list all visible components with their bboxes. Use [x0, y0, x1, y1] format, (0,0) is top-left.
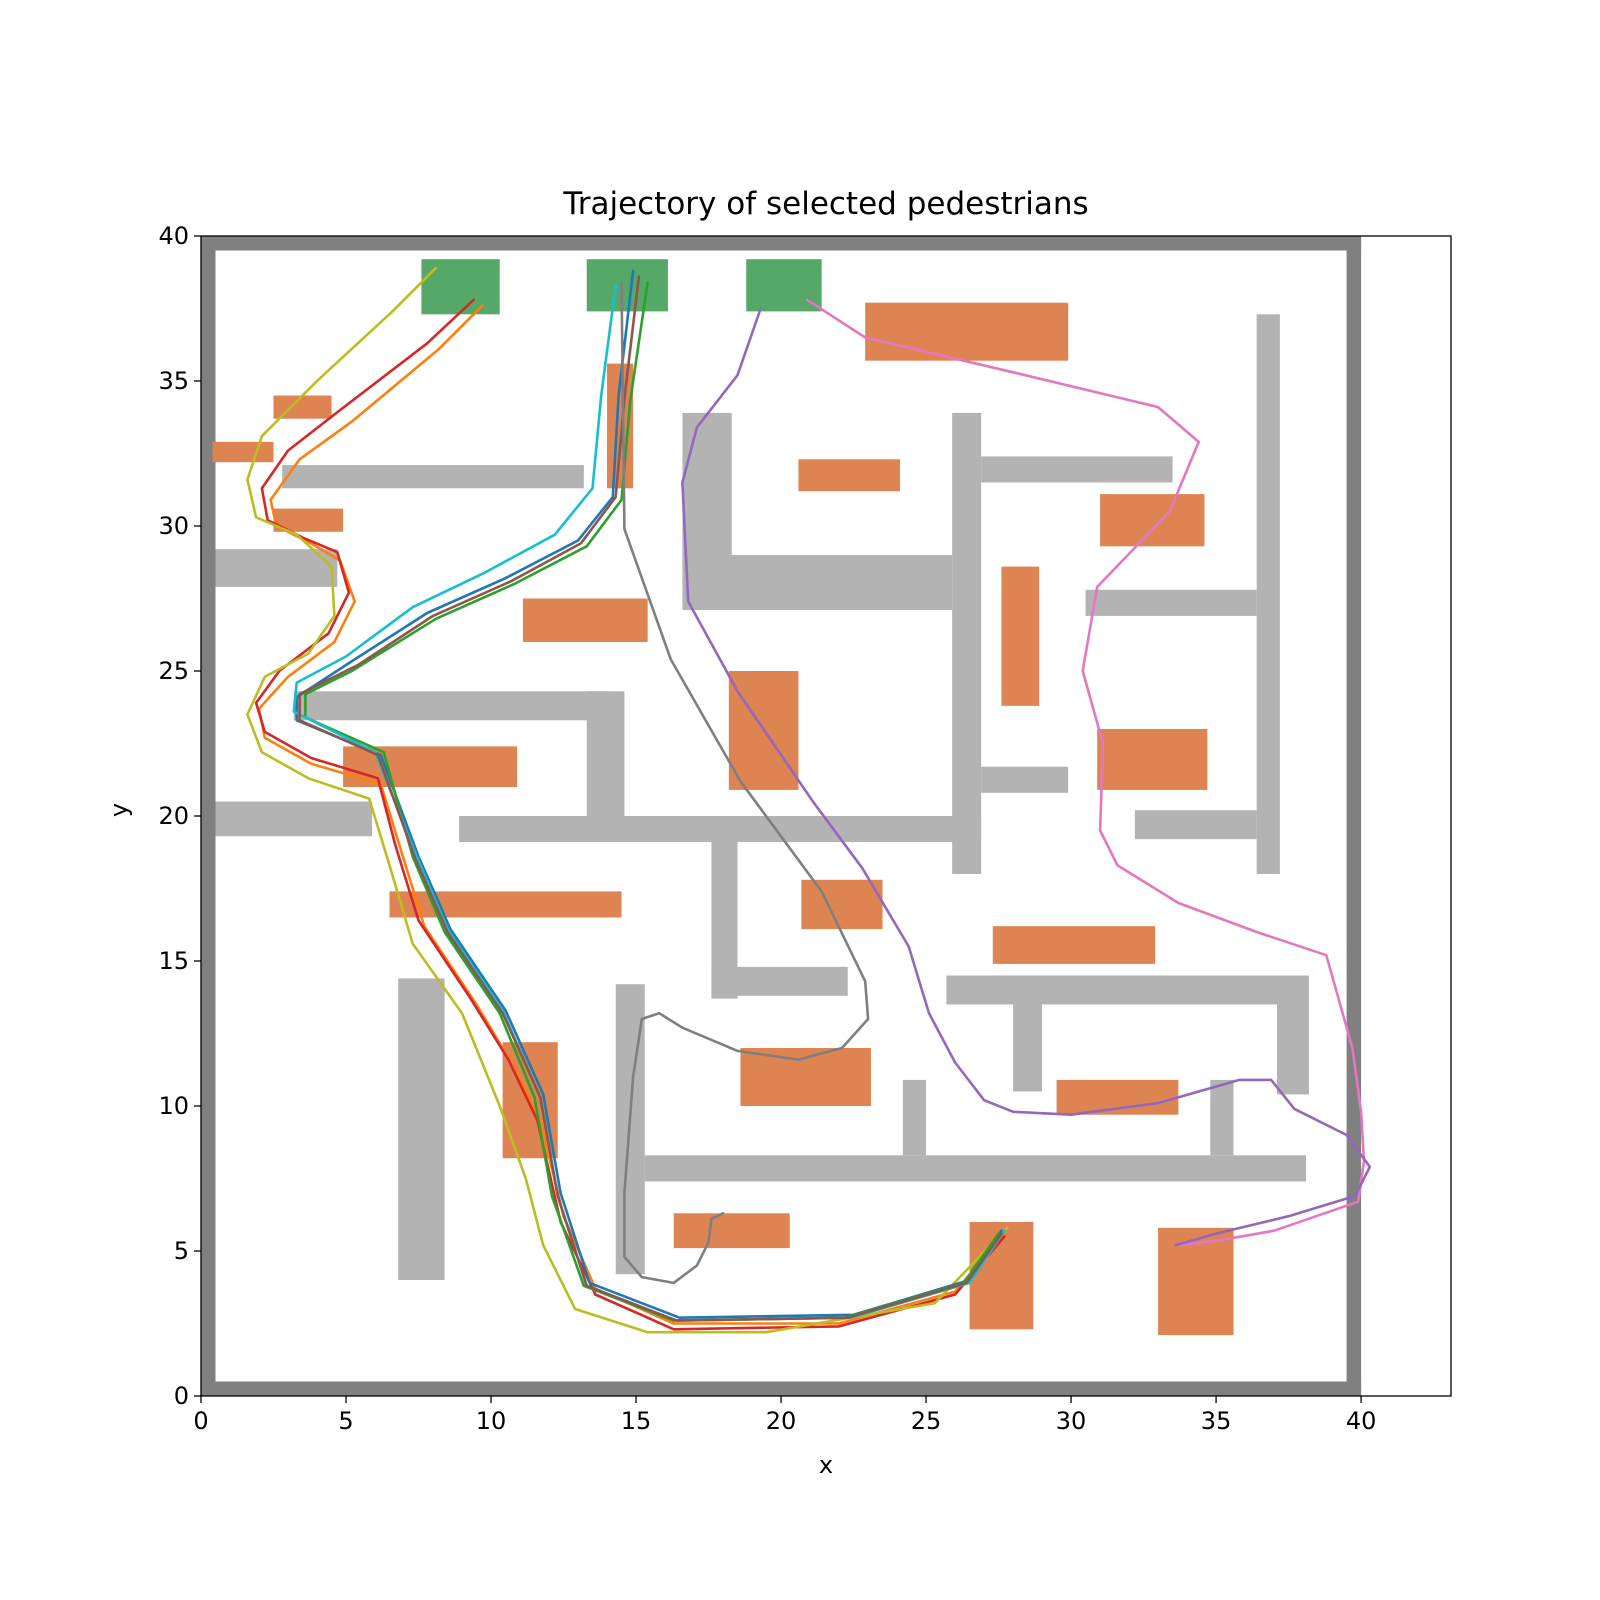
y-axis-label: y	[105, 803, 133, 817]
chart-title: Trajectory of selected pedestrians	[562, 186, 1088, 222]
wall	[586, 691, 625, 816]
obstacle	[1097, 729, 1208, 790]
outer-wall	[201, 236, 216, 1396]
obstacle	[992, 926, 1156, 964]
x-tick-label: 40	[1346, 1407, 1377, 1435]
trajectory-line	[298, 275, 1003, 1322]
obstacle	[273, 395, 332, 419]
wall	[215, 801, 373, 837]
obstacle	[212, 441, 274, 463]
obstacle	[389, 891, 622, 918]
x-tick-label: 10	[476, 1407, 507, 1435]
outer-wall	[201, 236, 1362, 251]
trajectory-line	[620, 281, 870, 1285]
y-tick-label: 10	[158, 1092, 189, 1120]
wall	[1013, 1004, 1043, 1092]
wall	[1210, 1079, 1234, 1156]
wall	[1276, 1004, 1309, 1095]
obstacle	[522, 598, 648, 642]
wall	[293, 691, 610, 721]
trajectory-line	[246, 266, 1009, 1334]
wall	[1085, 589, 1257, 616]
wall	[682, 555, 953, 611]
y-tick-label: 0	[174, 1382, 189, 1410]
x-tick-label: 5	[338, 1407, 353, 1435]
obstacle	[801, 879, 883, 930]
wall	[459, 816, 982, 843]
x-tick-label: 20	[766, 1407, 797, 1435]
wall	[644, 1155, 1306, 1182]
obstacle	[865, 302, 1069, 361]
wall	[711, 966, 848, 996]
trajectory-line	[257, 304, 1006, 1325]
x-tick-label: 25	[911, 1407, 942, 1435]
wall	[981, 766, 1069, 793]
wall	[282, 465, 584, 489]
outer-wall	[201, 1381, 1362, 1396]
obstacle	[273, 508, 344, 532]
y-tick-label: 5	[174, 1237, 189, 1265]
target-area	[586, 259, 668, 312]
wall	[398, 978, 445, 1280]
wall	[902, 1079, 927, 1156]
obstacle	[673, 1213, 790, 1249]
outer-wall	[1346, 236, 1362, 1396]
wall	[1134, 810, 1257, 840]
wall	[946, 975, 1309, 1005]
y-tick-label: 30	[158, 512, 189, 540]
obstacle	[1001, 566, 1040, 706]
y-tick-label: 20	[158, 802, 189, 830]
y-tick-label: 35	[158, 367, 189, 395]
target-area	[421, 259, 500, 315]
obstacle	[1158, 1227, 1234, 1336]
wall	[952, 412, 982, 874]
plot-area	[200, 235, 1452, 1397]
x-tick-label: 0	[193, 1407, 208, 1435]
x-tick-label: 15	[621, 1407, 652, 1435]
y-tick-label: 15	[158, 947, 189, 975]
axis-ticks: 0 5 10 15 20 25 30 35 40 0 5 10 15 20 25 30 35 40	[158, 222, 1376, 1435]
wall	[1256, 314, 1280, 874]
y-tick-label: 25	[158, 657, 189, 685]
wall	[981, 456, 1173, 483]
trajectory-line	[681, 307, 1372, 1247]
x-tick-label: 35	[1201, 1407, 1232, 1435]
y-tick-label: 40	[158, 222, 189, 250]
x-axis-label: x	[819, 1451, 833, 1479]
wall	[215, 549, 338, 587]
x-tick-label: 30	[1056, 1407, 1087, 1435]
obstacle	[1100, 494, 1205, 547]
target-area	[746, 259, 822, 312]
obstacle	[798, 459, 900, 492]
